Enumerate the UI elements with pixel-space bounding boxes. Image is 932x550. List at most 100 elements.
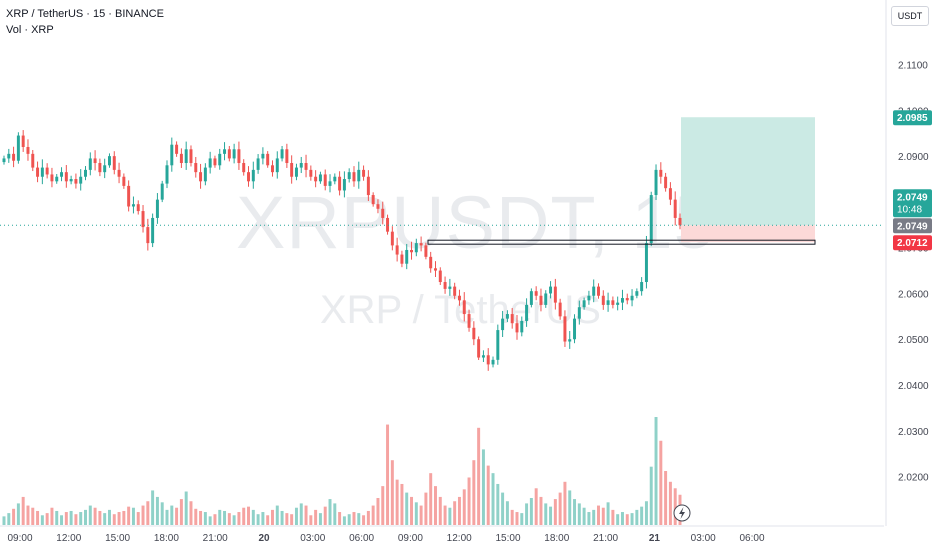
candle-body	[529, 291, 533, 305]
volume-bar	[505, 501, 509, 525]
volume-bar	[395, 479, 399, 525]
volume-bar	[553, 499, 557, 525]
candle-body	[453, 286, 457, 296]
candle-body	[247, 172, 250, 182]
candle-body	[189, 149, 193, 164]
volume-bar	[12, 508, 16, 525]
volume-bar	[577, 503, 581, 525]
y-tick-label: 2.0400	[898, 381, 929, 392]
x-tick-label: 18:00	[154, 533, 179, 544]
lightning-icon-bolt	[679, 507, 685, 519]
volume-bar	[501, 492, 505, 525]
volume-bar	[405, 492, 409, 525]
x-tick-label: 18:00	[544, 533, 569, 544]
volume-bar	[558, 492, 562, 525]
volume-bar	[481, 449, 485, 525]
volume-bar	[573, 499, 577, 525]
candle-body	[592, 286, 596, 296]
candle-body	[275, 158, 279, 173]
candle-body	[573, 318, 577, 340]
volume-bar	[357, 513, 361, 525]
candle-body	[208, 158, 212, 168]
volume-bar	[568, 490, 572, 525]
candle-body	[107, 156, 111, 166]
candle-body	[318, 174, 322, 182]
volume-bar	[31, 507, 35, 525]
candle-body	[597, 286, 600, 296]
volume-bar	[347, 514, 351, 525]
candle-body	[620, 298, 624, 303]
volume-bar	[390, 460, 394, 525]
volume-bar	[386, 424, 390, 525]
volume-bar	[270, 509, 274, 525]
volume-bar	[371, 505, 375, 525]
candle-body	[515, 323, 519, 333]
volume-bar	[40, 515, 44, 525]
candle-body	[36, 167, 40, 177]
volume-bar	[184, 491, 188, 525]
candle-body	[376, 204, 380, 209]
lightning-icon	[673, 504, 691, 522]
currency-button[interactable]: USDT	[891, 6, 929, 26]
volume-bar	[122, 510, 126, 525]
volume-bar	[107, 509, 111, 525]
candle-body	[587, 295, 591, 301]
candle-body	[323, 174, 327, 186]
volume-bar	[60, 515, 64, 525]
candle-body	[213, 158, 217, 166]
volume-bar	[563, 481, 567, 525]
volume-bars	[2, 417, 682, 525]
candle-body	[462, 300, 466, 315]
symbol-title[interactable]: XRP / TetherUS · 15 · BINANCE	[6, 8, 164, 20]
volume-bar	[155, 496, 159, 525]
candle-body	[16, 135, 20, 161]
candle-body	[429, 256, 433, 269]
candle-body	[371, 195, 375, 205]
candle-body	[342, 179, 346, 191]
candle-body	[443, 282, 447, 289]
volume-legend[interactable]: Vol · XRP	[6, 24, 54, 36]
volume-bar	[472, 460, 476, 525]
volume-bar	[381, 486, 385, 525]
candle-body	[678, 217, 682, 226]
candle-body	[31, 153, 35, 168]
x-tick-label: 03:00	[691, 533, 716, 544]
x-tick-label: 20	[258, 533, 270, 544]
volume-bar	[616, 514, 620, 525]
candle-body	[84, 169, 87, 177]
candle-body	[400, 254, 404, 264]
candle-body	[74, 179, 78, 184]
candle-body	[98, 163, 102, 173]
volume-bar	[462, 489, 466, 525]
candle-body	[496, 330, 500, 360]
volume-bar	[457, 496, 461, 525]
candle-body	[601, 295, 605, 305]
x-tick-label: 21:00	[593, 533, 618, 544]
candle-body	[55, 176, 59, 182]
volume-bar	[218, 509, 222, 525]
volume-bar	[103, 513, 107, 525]
x-tick-label: 15:00	[105, 533, 130, 544]
position-zones	[681, 117, 815, 243]
volume-bar	[7, 513, 11, 525]
candle-body	[362, 169, 366, 177]
price-axis: 2.11002.10002.09002.08002.07002.06002.05…	[885, 0, 932, 550]
volume-bar	[247, 506, 250, 525]
volume-bar	[525, 503, 529, 525]
target-price-label-bg	[893, 110, 932, 126]
volume-bar	[127, 506, 131, 525]
volume-bar	[342, 516, 346, 525]
candle-body	[256, 158, 260, 170]
candle-body	[304, 163, 308, 170]
volume-bar	[50, 507, 54, 525]
current-price-label-bg	[893, 189, 932, 218]
candle-body	[553, 286, 557, 303]
candle-body	[309, 169, 313, 177]
volume-bar	[21, 496, 25, 525]
candle-body	[563, 316, 567, 342]
candle-body	[357, 169, 361, 182]
volume-bar	[419, 505, 423, 525]
x-tick-label: 06:00	[739, 533, 764, 544]
candle-body	[520, 320, 524, 333]
